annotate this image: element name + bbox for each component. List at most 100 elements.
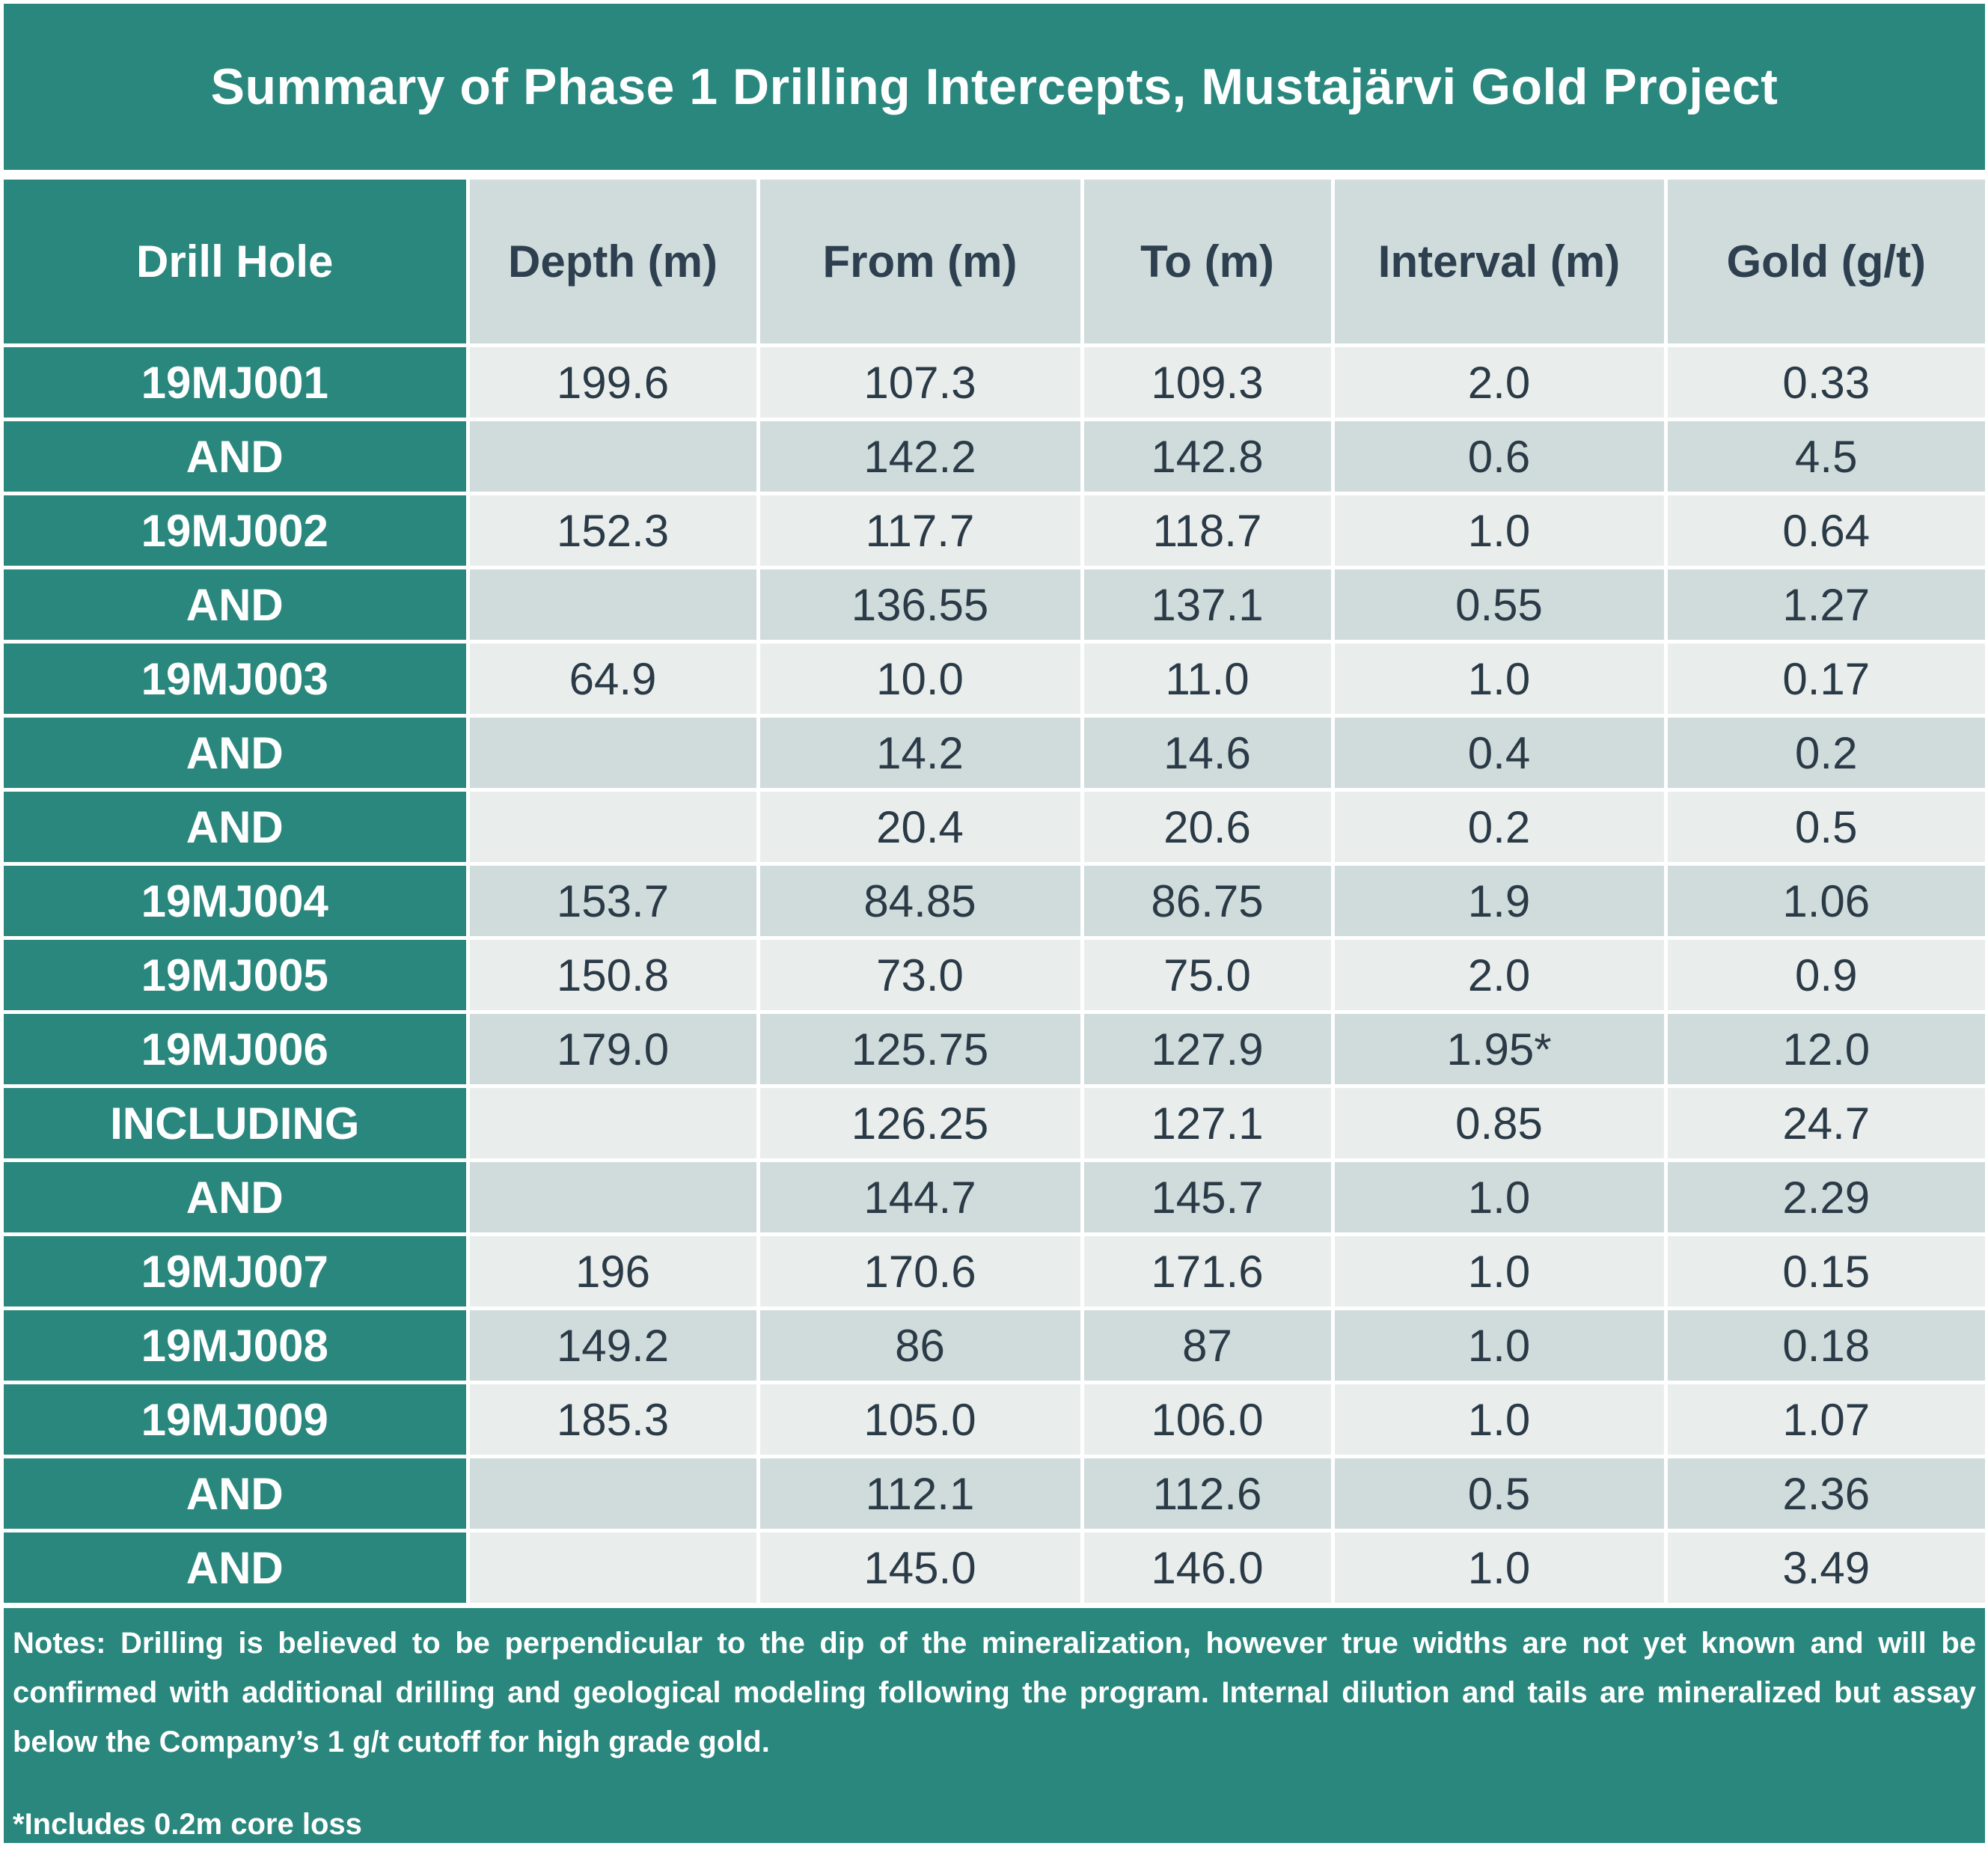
cell-interval: 1.95* [1333,1012,1668,1088]
cell-to: 171.6 [1082,1234,1335,1310]
cell-interval: 2.0 [1333,345,1668,421]
cell-from: 73.0 [758,938,1084,1014]
cell-depth [468,1456,760,1532]
cell-from: 145.0 [758,1530,1084,1607]
table-row: AND 14.2 14.6 0.4 0.2 [4,715,1985,792]
cell-gold: 0.33 [1666,345,1985,421]
cell-drill-hole: 19MJ007 [4,1234,470,1310]
header-interval: Interval (m) [1333,180,1668,347]
cell-drill-hole: 19MJ002 [4,493,470,569]
cell-interval: 1.0 [1333,493,1668,569]
table-row: 19MJ006 179.0 125.75 127.9 1.95* 12.0 [4,1012,1985,1088]
notes-box: Notes: Drilling is believed to be perpen… [4,1608,1985,1843]
cell-from: 125.75 [758,1012,1084,1088]
cell-to: 112.6 [1082,1456,1335,1532]
table-row: 19MJ008 149.2 86 87 1.0 0.18 [4,1308,1985,1384]
cell-drill-hole: INCLUDING [4,1086,470,1162]
cell-drill-hole: 19MJ006 [4,1012,470,1088]
cell-drill-hole: 19MJ003 [4,641,470,718]
cell-to: 127.9 [1082,1012,1335,1088]
cell-gold: 1.06 [1666,864,1985,940]
table-row: 19MJ007 196 170.6 171.6 1.0 0.15 [4,1234,1985,1310]
header-drill-hole: Drill Hole [4,180,470,347]
cell-drill-hole: AND [4,1160,470,1236]
cell-depth [468,789,760,866]
header-row: Drill Hole Depth (m) From (m) To (m) Int… [4,180,1985,347]
cell-depth: 196 [468,1234,760,1310]
table-row: AND 20.4 20.6 0.2 0.5 [4,789,1985,866]
cell-gold: 0.2 [1666,715,1985,792]
intercepts-table: Drill Hole Depth (m) From (m) To (m) Int… [4,180,1985,1607]
cell-from: 20.4 [758,789,1084,866]
cell-to: 109.3 [1082,345,1335,421]
cell-depth [468,1086,760,1162]
table-row: 19MJ003 64.9 10.0 11.0 1.0 0.17 [4,641,1985,718]
cell-drill-hole: 19MJ004 [4,864,470,940]
cell-depth [468,715,760,792]
cell-gold: 0.5 [1666,789,1985,866]
cell-depth [468,1160,760,1236]
cell-gold: 2.29 [1666,1160,1985,1236]
cell-gold: 1.07 [1666,1382,1985,1458]
cell-interval: 1.0 [1333,1308,1668,1384]
cell-to: 106.0 [1082,1382,1335,1458]
cell-interval: 0.2 [1333,789,1668,866]
notes-text: Notes: Drilling is believed to be perpen… [13,1627,1976,1758]
cell-interval: 2.0 [1333,938,1668,1014]
cell-depth: 199.6 [468,345,760,421]
cell-interval: 1.0 [1333,1382,1668,1458]
cell-drill-hole: AND [4,419,470,495]
cell-from: 84.85 [758,864,1084,940]
cell-gold: 0.18 [1666,1308,1985,1384]
cell-to: 142.8 [1082,419,1335,495]
cell-from: 142.2 [758,419,1084,495]
cell-interval: 0.85 [1333,1086,1668,1162]
cell-interval: 1.0 [1333,1530,1668,1607]
cell-gold: 0.9 [1666,938,1985,1014]
table-row: 19MJ001 199.6 107.3 109.3 2.0 0.33 [4,345,1985,421]
cell-interval: 1.9 [1333,864,1668,940]
table-row: 19MJ004 153.7 84.85 86.75 1.9 1.06 [4,864,1985,940]
cell-gold: 12.0 [1666,1012,1985,1088]
table-row: AND 144.7 145.7 1.0 2.29 [4,1160,1985,1236]
cell-from: 86 [758,1308,1084,1384]
cell-drill-hole: AND [4,567,470,644]
cell-to: 146.0 [1082,1530,1335,1607]
cell-drill-hole: 19MJ009 [4,1382,470,1458]
cell-gold: 0.15 [1666,1234,1985,1310]
cell-drill-hole: AND [4,789,470,866]
cell-to: 118.7 [1082,493,1335,569]
cell-from: 107.3 [758,345,1084,421]
cell-depth [468,1530,760,1607]
cell-from: 10.0 [758,641,1084,718]
table-row: 19MJ005 150.8 73.0 75.0 2.0 0.9 [4,938,1985,1014]
cell-to: 86.75 [1082,864,1335,940]
cell-from: 136.55 [758,567,1084,644]
table-row: 19MJ009 185.3 105.0 106.0 1.0 1.07 [4,1382,1985,1458]
cell-interval: 1.0 [1333,1160,1668,1236]
cell-interval: 0.55 [1333,567,1668,644]
cell-drill-hole: 19MJ005 [4,938,470,1014]
cell-depth [468,567,760,644]
cell-depth: 150.8 [468,938,760,1014]
cell-depth: 149.2 [468,1308,760,1384]
header-gold: Gold (g/t) [1666,180,1985,347]
cell-to: 14.6 [1082,715,1335,792]
footnote-text: *Includes 0.2m core loss [13,1808,362,1841]
cell-from: 117.7 [758,493,1084,569]
cell-gold: 1.27 [1666,567,1985,644]
cell-from: 14.2 [758,715,1084,792]
cell-to: 137.1 [1082,567,1335,644]
cell-gold: 2.36 [1666,1456,1985,1532]
cell-from: 105.0 [758,1382,1084,1458]
table-row: INCLUDING 126.25 127.1 0.85 24.7 [4,1086,1985,1162]
header-from: From (m) [758,180,1084,347]
cell-gold: 0.17 [1666,641,1985,718]
cell-interval: 0.4 [1333,715,1668,792]
cell-to: 11.0 [1082,641,1335,718]
cell-drill-hole: AND [4,1530,470,1607]
cell-to: 145.7 [1082,1160,1335,1236]
cell-drill-hole: 19MJ001 [4,345,470,421]
cell-gold: 0.64 [1666,493,1985,569]
